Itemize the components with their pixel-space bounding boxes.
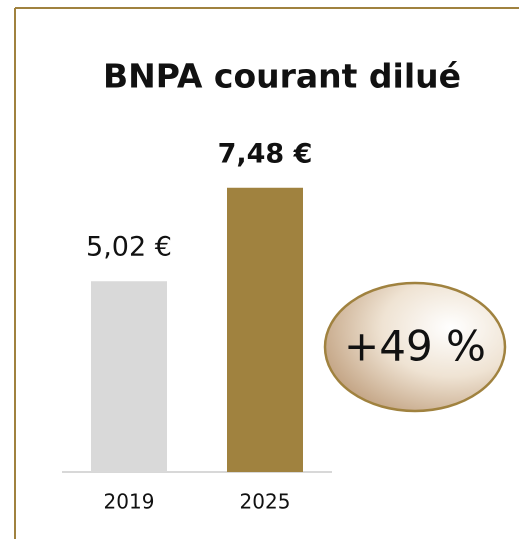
growth-annotation: +49 % [344, 322, 486, 371]
value-label: 7,48 € [218, 138, 313, 169]
growth-bubble [323, 281, 507, 413]
x-tick-label: 2019 [104, 490, 155, 514]
bar [227, 187, 303, 472]
value-label: 5,02 € [86, 232, 172, 263]
chart-title: BNPA courant dilué [103, 57, 461, 96]
x-tick-label: 2025 [240, 490, 291, 514]
bar [91, 281, 167, 472]
